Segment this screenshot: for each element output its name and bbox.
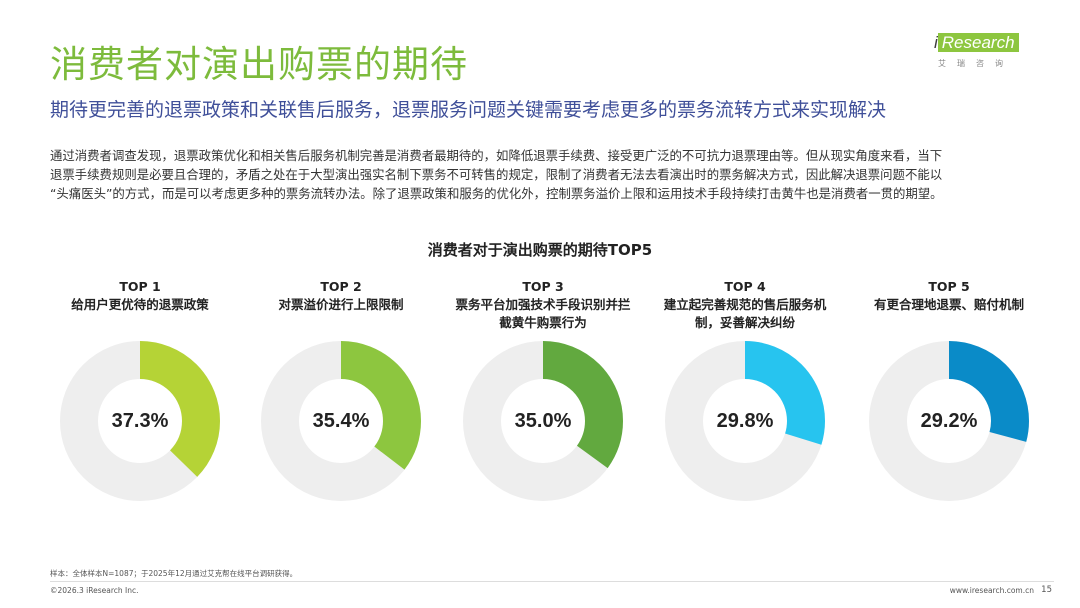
donut-chart xyxy=(463,341,623,501)
donut-value-label: 29.8% xyxy=(716,410,774,432)
donut-value-label: 35.4% xyxy=(312,410,370,432)
iresearch-logo: i Research 艾瑞咨询 xyxy=(932,32,1050,74)
chart-item-top5: TOP 5 有更合理地退票、赔付机制 29.2% xyxy=(849,279,1049,509)
chart-item-top3: TOP 3 票务平台加强技术手段识别并拦截黄牛购票行为 35.0% xyxy=(443,279,643,509)
item-rank: TOP 4 xyxy=(724,279,766,294)
item-rank: TOP 1 xyxy=(119,279,161,294)
page-subtitle: 期待更完善的退票政策和关联售后服务，退票服务问题关键需要考虑更多的票务流转方式来… xyxy=(50,99,887,121)
item-label: 有更合理地退票、赔付机制 xyxy=(873,297,1024,312)
page-title: 消费者对演出购票的期待 xyxy=(50,43,468,86)
donut-arc xyxy=(463,341,623,501)
item-label: 票务平台加强技术手段识别并拦截黄牛购票行为 xyxy=(455,297,631,330)
page-number: 15 xyxy=(1041,585,1052,595)
chart-item-top1: TOP 1 给用户更优待的退票政策 37.3% xyxy=(40,279,240,509)
intro-line: 退票手续费规则是必要且合理的，矛盾之处在于大型演出强实名制下票务不可转售的规定，… xyxy=(50,167,943,182)
donut-chart xyxy=(869,341,1029,501)
intro-line: “头痛医头”的方式，而是可以考虑更多种的票务流转办法。除了退票政策和服务的优化外… xyxy=(50,186,943,201)
intro-line: 通过消费者调查发现，退票政策优化和相关售后服务机制完善是消费者最期待的，如降低退… xyxy=(50,148,943,163)
donut-chart xyxy=(665,341,825,501)
item-rank: TOP 5 xyxy=(928,279,970,294)
logo-subtitle: 艾瑞咨询 xyxy=(938,59,1014,68)
logo-highlight: Research xyxy=(937,33,1019,52)
footer-divider xyxy=(50,581,1054,582)
donut-chart xyxy=(60,341,220,501)
donut-value-label: 37.3% xyxy=(111,410,169,432)
chart-item-top2: TOP 2 对票溢价进行上限限制 35.4% xyxy=(241,279,441,509)
donut-value-label: 35.0% xyxy=(514,410,572,432)
item-rank: TOP 3 xyxy=(522,279,564,294)
item-rank: TOP 2 xyxy=(320,279,362,294)
donut-arc xyxy=(665,341,825,501)
donut-arc xyxy=(869,341,1029,501)
donut-chart xyxy=(261,341,421,501)
sample-note: 样本：全体样本N=1087；于2025年12月通过艾克帮在线平台调研获得。 xyxy=(50,569,298,578)
logo-prefix: i xyxy=(934,33,938,52)
donut-arc xyxy=(60,341,220,501)
donut-value-label: 29.2% xyxy=(920,410,978,432)
chart-item-top4: TOP 4 建立起完善规范的售后服务机制，妥善解决纠纷 29.8% xyxy=(645,279,845,509)
intro-paragraph: 通过消费者调查发现，退票政策优化和相关售后服务机制完善是消费者最期待的，如降低退… xyxy=(50,146,1034,203)
website-text: www.iresearch.com.cn xyxy=(949,586,1034,595)
donut-arc xyxy=(261,341,421,501)
item-label: 给用户更优待的退票政策 xyxy=(71,297,209,312)
copyright-text: ©2026.3 iResearch Inc. xyxy=(50,586,139,595)
item-label: 建立起完善规范的售后服务机制，妥善解决纠纷 xyxy=(663,297,827,330)
item-label: 对票溢价进行上限限制 xyxy=(278,297,404,312)
logo-wordmark: i Research xyxy=(932,32,1025,54)
chart-title: 消费者对于演出购票的期待TOP5 xyxy=(427,241,653,259)
